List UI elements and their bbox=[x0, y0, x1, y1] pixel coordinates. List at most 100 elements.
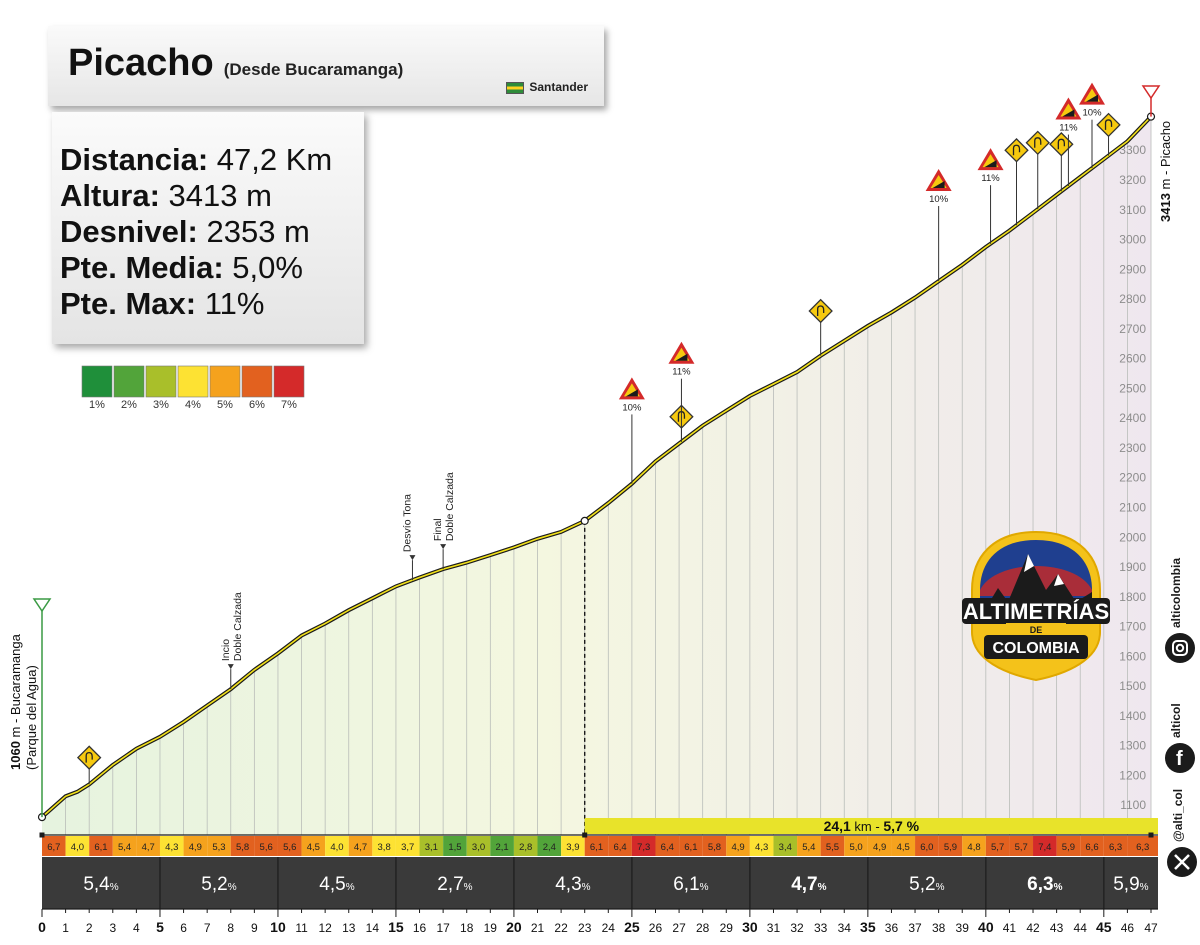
km-gradient-cell bbox=[985, 836, 1010, 856]
km-gradient-cell bbox=[513, 836, 538, 856]
y-tick-label: 1300 bbox=[1119, 739, 1146, 753]
y-tick-label: 1900 bbox=[1119, 560, 1146, 574]
curve-arrow-icon bbox=[1104, 119, 1113, 130]
x-tick-label: 46 bbox=[1121, 921, 1135, 935]
km-gradient-label: 5,3 bbox=[212, 842, 225, 853]
marker-arrow bbox=[440, 544, 447, 550]
profile-area-fill bbox=[42, 116, 1151, 836]
km-gradient-cell bbox=[1033, 836, 1057, 856]
logo-line3: COLOMBIA bbox=[992, 640, 1080, 657]
altimetrias-logo: ALTIMETRÍAS DE COLOMBIA bbox=[962, 530, 1110, 682]
km-gradient-cell bbox=[419, 836, 444, 856]
baseline-marker bbox=[1148, 832, 1154, 838]
km-gradient-cell bbox=[301, 836, 326, 856]
km-gradient-cell bbox=[962, 836, 986, 856]
km-gradient-cell bbox=[325, 836, 349, 856]
facebook-handle: alticol bbox=[1169, 703, 1183, 738]
km-gradient-cell bbox=[89, 836, 113, 856]
legend-label: 7% bbox=[281, 399, 297, 411]
block-gradient-label: 5,4% bbox=[83, 874, 118, 895]
km-gradient-label: 4,9 bbox=[189, 842, 202, 853]
km-gradient-label: 7,4 bbox=[1038, 842, 1051, 853]
x-tick-label: 7 bbox=[204, 921, 211, 935]
x-tick-label: 24 bbox=[602, 921, 616, 935]
km-gradient-label: 6,1 bbox=[94, 842, 107, 853]
instagram-icon[interactable] bbox=[1165, 633, 1195, 663]
km-gradient-label: 4,9 bbox=[873, 842, 886, 853]
x-tick-label: 37 bbox=[908, 921, 922, 935]
km-gradient-cell bbox=[1056, 836, 1081, 856]
block-bar-background bbox=[42, 857, 1158, 909]
km-gradient-label: 4,9 bbox=[731, 842, 744, 853]
slope-sign-label: 10% bbox=[622, 402, 642, 413]
km-gradient-cell bbox=[466, 836, 491, 856]
x-tick-label: 4 bbox=[133, 921, 140, 935]
x-tick-label: 9 bbox=[251, 921, 258, 935]
climb-segment-bar bbox=[584, 818, 1158, 834]
logo-line2: DE bbox=[1030, 625, 1043, 635]
km-gradient-label: 6,1 bbox=[590, 842, 603, 853]
km-gradient-label: 6,7 bbox=[47, 842, 60, 853]
x-tick-label: 35 bbox=[860, 919, 876, 935]
km-gradient-label: 5,8 bbox=[236, 842, 249, 853]
legend-swatch bbox=[273, 365, 305, 398]
end-label: 3413 m - Picacho bbox=[1158, 121, 1173, 222]
x-tick-label: 29 bbox=[720, 921, 734, 935]
y-tick-label: 2300 bbox=[1119, 441, 1146, 455]
chart-title: Picacho (Desde Bucaramanga) bbox=[68, 42, 403, 85]
km-gradient-cell bbox=[938, 836, 963, 856]
slope-ramp-icon bbox=[675, 353, 688, 361]
x-tick-label: 45 bbox=[1096, 919, 1112, 935]
x-tick-label: 1 bbox=[62, 921, 69, 935]
baseline-marker bbox=[582, 832, 588, 838]
x-tick-label: 23 bbox=[578, 921, 592, 935]
end-flag-icon bbox=[1141, 85, 1161, 100]
km-gradient-cell bbox=[112, 836, 137, 856]
km-gradient-label: 4,3 bbox=[755, 842, 768, 853]
curve-arrow-icon bbox=[1034, 137, 1042, 148]
km-gradient-label: 7,3 bbox=[637, 842, 650, 853]
santander-flag-icon bbox=[506, 81, 525, 94]
km-gradient-label: 6,4 bbox=[661, 842, 674, 853]
block-gradient-label: 4,7% bbox=[791, 874, 826, 895]
km-gradient-cell bbox=[726, 836, 750, 856]
start-label: 1060 m - Bucaramanga bbox=[8, 633, 23, 770]
y-tick-label: 1600 bbox=[1119, 649, 1146, 663]
x-tick-label: 39 bbox=[956, 921, 970, 935]
block-gradient-label: 5,9% bbox=[1113, 874, 1148, 895]
km-gradient-cell bbox=[915, 836, 939, 856]
x-tick-label: 25 bbox=[624, 919, 640, 935]
marker-arrow bbox=[409, 555, 416, 561]
curve-arrow-icon bbox=[1057, 138, 1065, 150]
x-tick-label: 0 bbox=[38, 919, 46, 935]
km-gradient-label: 5,4 bbox=[118, 842, 131, 853]
title-text: Picacho bbox=[68, 42, 214, 84]
x-tick-label: 30 bbox=[742, 919, 758, 935]
baseline-marker bbox=[39, 832, 45, 838]
profile-area bbox=[42, 116, 1151, 836]
curve-arrow-icon bbox=[85, 751, 93, 763]
x-axis: 0 1 2 3 4 5 6 7 8 9 10 11 12 13 14 15 16 17 18 19 20 21 22 23 24… bbox=[38, 832, 1158, 935]
slope-ramp-icon bbox=[625, 389, 638, 397]
profile-line bbox=[37, 112, 1156, 835]
km-gradient-label: 3,1 bbox=[425, 842, 438, 853]
km-gradient-cell bbox=[584, 836, 609, 856]
km-gradient-cell bbox=[230, 836, 255, 856]
twitter-handle: @alti_col bbox=[1171, 789, 1185, 842]
km-gradient-cell bbox=[65, 836, 90, 856]
climb-segment-label: 24,1 km - 5,7 % bbox=[824, 818, 920, 834]
block-gradient-bar: 5,4% 5,2% 4,5% 2,7% 4,3% 6,1% 4,7% 5,2% 6,3% 5,9% bbox=[42, 857, 1158, 909]
km-gradient-cell bbox=[679, 836, 703, 856]
y-tick-label: 1700 bbox=[1119, 620, 1146, 634]
x-tick-label: 10 bbox=[270, 919, 286, 935]
x-tick-label: 34 bbox=[838, 921, 852, 935]
slope-sign-label: 10% bbox=[929, 194, 949, 205]
facebook-icon[interactable] bbox=[1165, 743, 1195, 773]
gradient-strip: 24,1 km - 5,7 % 6,7 4,0 6,1 5,4 4,7 4,3 4,9 5,3 5… bbox=[42, 818, 1158, 856]
km-gradient-label: 6,0 bbox=[920, 842, 933, 853]
x-tick-label: 17 bbox=[436, 921, 450, 935]
x-tick-label: 18 bbox=[460, 921, 474, 935]
km-gradient-cell bbox=[655, 836, 680, 856]
x-tick-label: 40 bbox=[978, 919, 994, 935]
